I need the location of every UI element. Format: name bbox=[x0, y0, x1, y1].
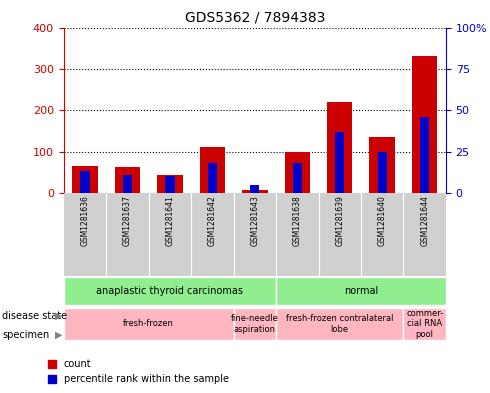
Bar bbox=[293, 163, 302, 193]
Bar bbox=[234, 308, 276, 340]
Bar bbox=[377, 152, 387, 193]
Bar bbox=[327, 102, 352, 193]
Text: fresh-frozen: fresh-frozen bbox=[123, 320, 174, 329]
Title: GDS5362 / 7894383: GDS5362 / 7894383 bbox=[185, 11, 325, 25]
Text: GSM1281637: GSM1281637 bbox=[123, 195, 132, 246]
Text: GSM1281642: GSM1281642 bbox=[208, 195, 217, 246]
Bar bbox=[72, 166, 98, 193]
Bar bbox=[412, 57, 438, 193]
Text: commer-
cial RNA
pool: commer- cial RNA pool bbox=[406, 309, 443, 339]
Bar bbox=[242, 190, 268, 193]
Bar bbox=[64, 308, 234, 340]
Text: GSM1281640: GSM1281640 bbox=[378, 195, 387, 246]
Text: disease state: disease state bbox=[2, 311, 68, 321]
Bar bbox=[64, 277, 276, 305]
Text: GSM1281643: GSM1281643 bbox=[250, 195, 259, 246]
Legend: count, percentile rank within the sample: count, percentile rank within the sample bbox=[44, 356, 232, 388]
Bar bbox=[276, 308, 403, 340]
Bar bbox=[420, 117, 429, 193]
Bar bbox=[122, 175, 132, 193]
Text: ▶: ▶ bbox=[55, 330, 62, 340]
Bar bbox=[115, 167, 140, 193]
Bar bbox=[208, 163, 217, 193]
Bar bbox=[250, 185, 260, 193]
Bar bbox=[80, 171, 90, 193]
Text: specimen: specimen bbox=[2, 330, 49, 340]
Bar bbox=[276, 277, 446, 305]
Bar bbox=[369, 137, 395, 193]
Text: GSM1281639: GSM1281639 bbox=[335, 195, 344, 246]
Text: ▶: ▶ bbox=[55, 311, 62, 321]
Text: fine-needle
aspiration: fine-needle aspiration bbox=[231, 314, 279, 334]
Text: GSM1281638: GSM1281638 bbox=[293, 195, 302, 246]
Text: GSM1281636: GSM1281636 bbox=[80, 195, 90, 246]
Text: GSM1281641: GSM1281641 bbox=[165, 195, 174, 246]
Bar bbox=[285, 152, 310, 193]
Bar bbox=[157, 175, 183, 193]
Text: fresh-frozen contralateral
lobe: fresh-frozen contralateral lobe bbox=[286, 314, 393, 334]
Bar bbox=[335, 132, 344, 193]
Bar bbox=[165, 176, 174, 193]
Text: normal: normal bbox=[344, 286, 378, 296]
Text: anaplastic thyroid carcinomas: anaplastic thyroid carcinomas bbox=[97, 286, 244, 296]
Bar bbox=[199, 147, 225, 193]
Text: GSM1281644: GSM1281644 bbox=[420, 195, 429, 246]
Bar bbox=[403, 308, 446, 340]
